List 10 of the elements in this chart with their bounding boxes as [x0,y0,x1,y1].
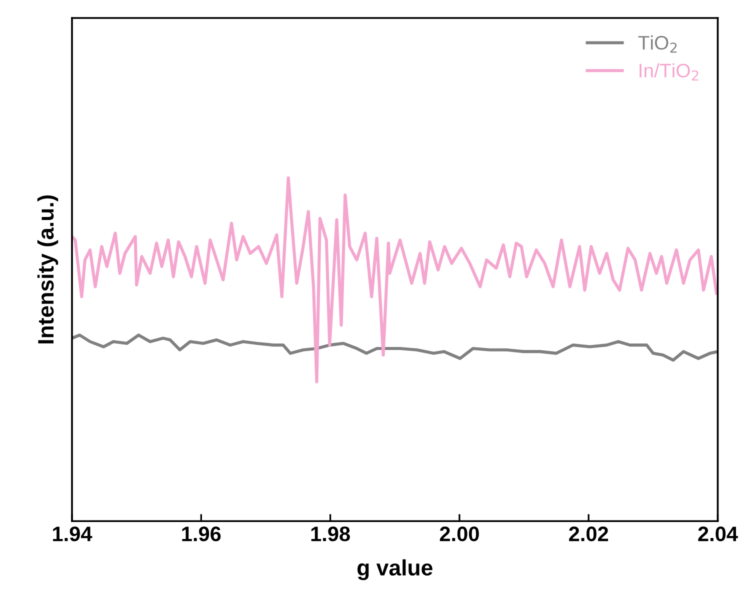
x-tick-label: 1.96 [182,526,221,542]
y-axis-title: Intensity (a.u.) [37,195,58,344]
x-tick-label: 2.00 [440,526,479,542]
x-axis-title: g value [358,559,432,580]
x-tick-label: 1.94 [53,526,92,542]
x-tick-label: 2.04 [698,526,738,542]
x-tick-label: 2.02 [569,526,608,542]
legend-label: TiO$_{2}$ [638,35,677,53]
legend-label: In/TiO$_{2}$ [640,63,698,80]
x-tick-label: 1.98 [311,526,350,542]
